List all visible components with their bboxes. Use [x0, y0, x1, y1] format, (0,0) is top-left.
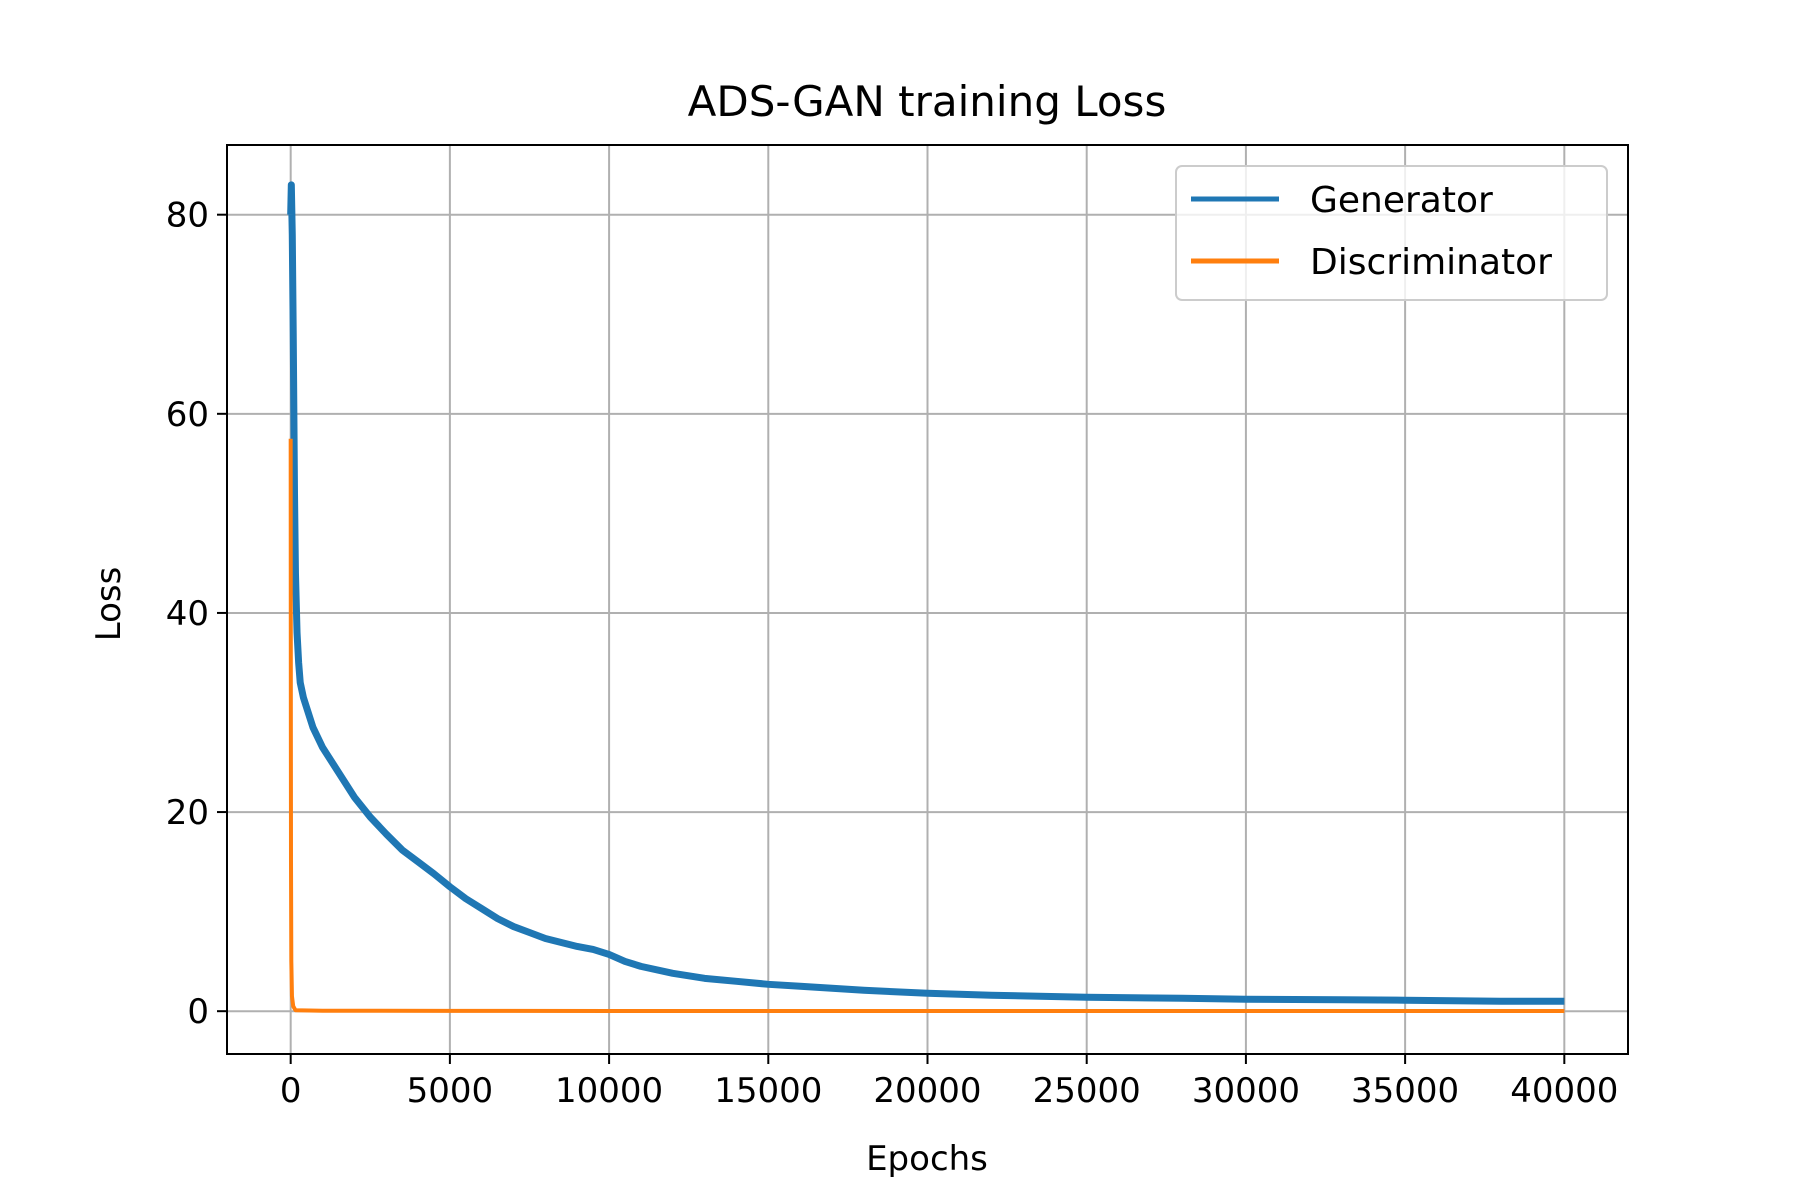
- y-tick-label: 0: [187, 992, 209, 1032]
- x-tick-label: 35000: [1351, 1071, 1459, 1111]
- legend-label-generator: Generator: [1310, 180, 1493, 221]
- x-tick-label: 30000: [1192, 1071, 1300, 1111]
- y-tick-label: 80: [166, 196, 209, 236]
- y-axis-label: Loss: [89, 567, 129, 642]
- axis-ticks: 0 5000 10000 15000 20000 25000 30000 35000 40000…: [166, 196, 1619, 1111]
- legend-box: [1175, 165, 1608, 301]
- x-tick-label: 15000: [714, 1071, 822, 1111]
- legend-label-discriminator: Discriminator: [1310, 242, 1552, 283]
- x-tick-label: 5000: [407, 1071, 494, 1111]
- y-tick-label: 40: [166, 594, 209, 634]
- x-tick-label: 10000: [555, 1071, 663, 1111]
- series-line-discriminator: [288, 438, 1565, 1013]
- series-line-generator: [287, 181, 1565, 1005]
- y-tick-label: 60: [166, 395, 209, 435]
- plot-area: [287, 181, 1565, 1013]
- x-tick-label: 40000: [1510, 1071, 1618, 1111]
- x-tick-label: 20000: [873, 1071, 981, 1111]
- y-tick-label: 20: [166, 793, 209, 833]
- legend: Generator Discriminator: [1175, 165, 1608, 301]
- x-tick-label: 0: [280, 1071, 302, 1111]
- x-tick-label: 25000: [1033, 1071, 1141, 1111]
- chart-title: ADS-GAN training Loss: [688, 77, 1167, 126]
- x-axis-label: Epochs: [866, 1139, 988, 1179]
- axes-frame: [226, 144, 1629, 1055]
